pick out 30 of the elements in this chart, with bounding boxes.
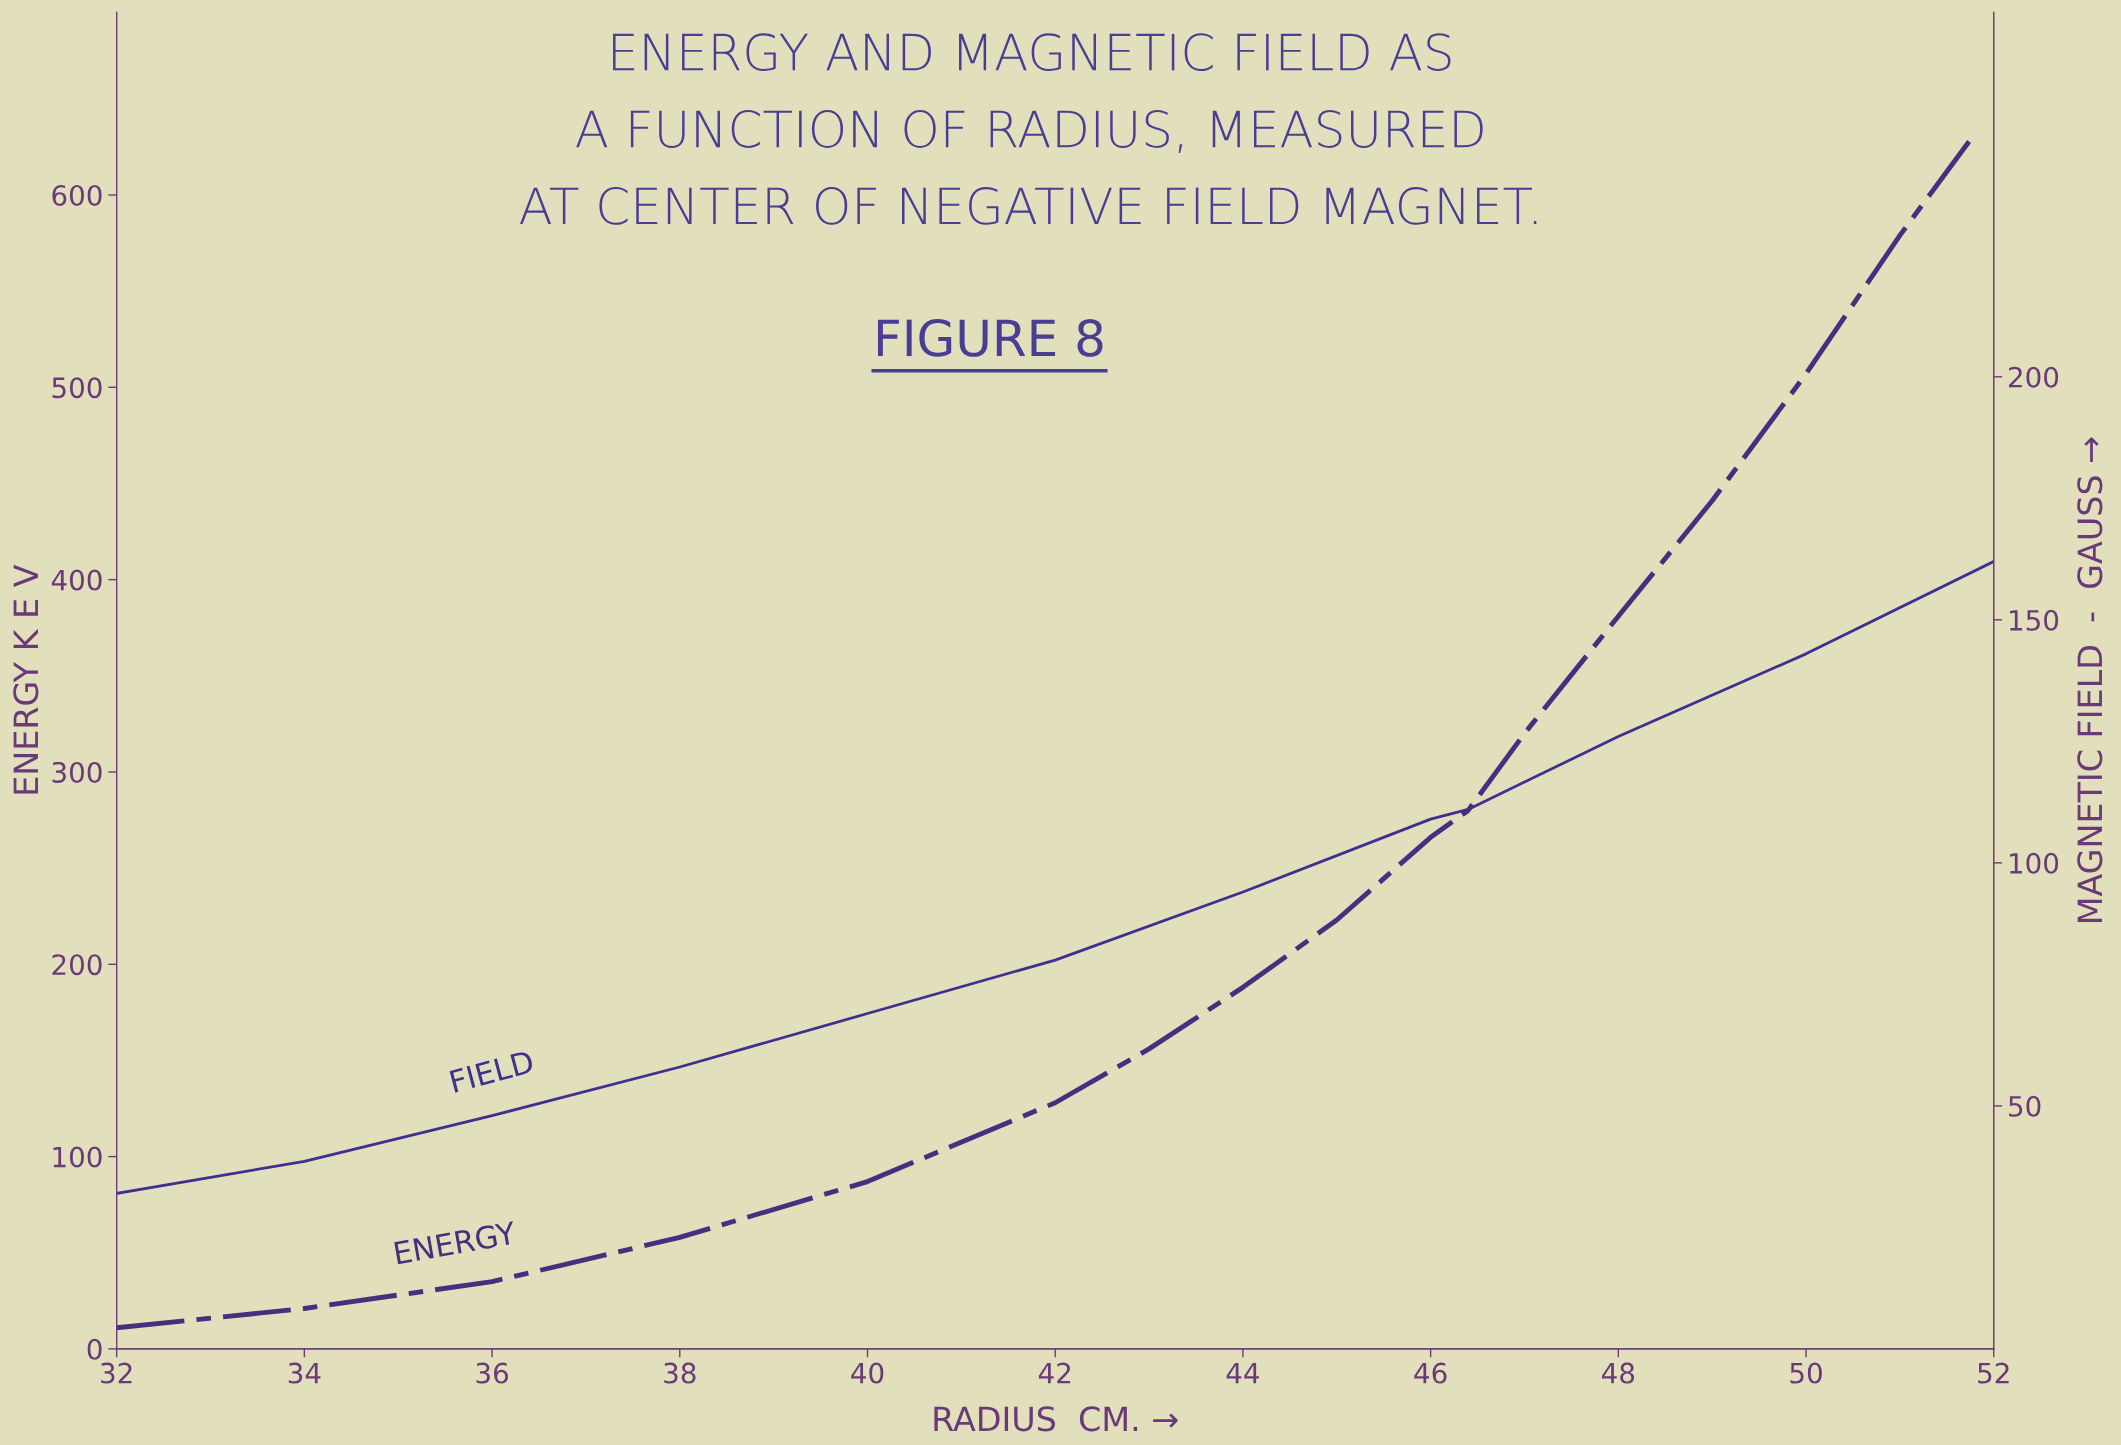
x-tick-label: 46	[1414, 1362, 1447, 1384]
y2-axis-title: MAGNETIC FIELD - GAUSS →	[2077, 437, 2103, 923]
x-tick-label: 44	[1226, 1362, 1260, 1384]
x-tick-label: 38	[664, 1362, 696, 1384]
y2-tick-label: 150	[2009, 609, 2059, 631]
text: FIGURE 8	[877, 318, 1103, 357]
y2-tick-label: 200	[2008, 366, 2059, 388]
y-tick-label: 400	[51, 569, 102, 591]
x-tick-label: 50	[1790, 1362, 1822, 1384]
x-tick-label: 52	[1978, 1362, 2009, 1384]
y-tick-label: 200	[52, 954, 102, 976]
text: FIELD	[449, 1050, 535, 1093]
x-tick-label: 36	[476, 1362, 508, 1384]
y-tick-label: 500	[52, 377, 102, 399]
x-tick-label: 48	[1602, 1362, 1635, 1384]
y2-tick-label: 100	[2009, 852, 2059, 874]
text: ENERGY	[394, 1220, 517, 1265]
y-tick-label: 600	[52, 184, 102, 206]
x-tick-label: 42	[1038, 1362, 1071, 1384]
x-tick-label: 40	[851, 1362, 884, 1384]
y-tick-label: 0	[87, 1338, 102, 1360]
line-series	[116, 560, 1994, 1195]
y-tick-label: 100	[53, 1146, 102, 1168]
y-tick-label: 300	[52, 761, 102, 783]
x-tick-label: 32	[101, 1362, 132, 1384]
x-axis-title: RADIUS CM. →	[934, 1406, 1178, 1432]
text: ENERGY AND MAGNETIC FIELD AS A FUNCTION OF RADIUS, MEASURED AT CENTER OF NEGATIVE FIELD MAGNET.	[520, 33, 1537, 225]
y-axis-title: ENERGY K E V	[13, 564, 39, 794]
x-tick-label: 34	[288, 1362, 321, 1384]
y2-tick-label: 50	[2009, 1095, 2041, 1117]
